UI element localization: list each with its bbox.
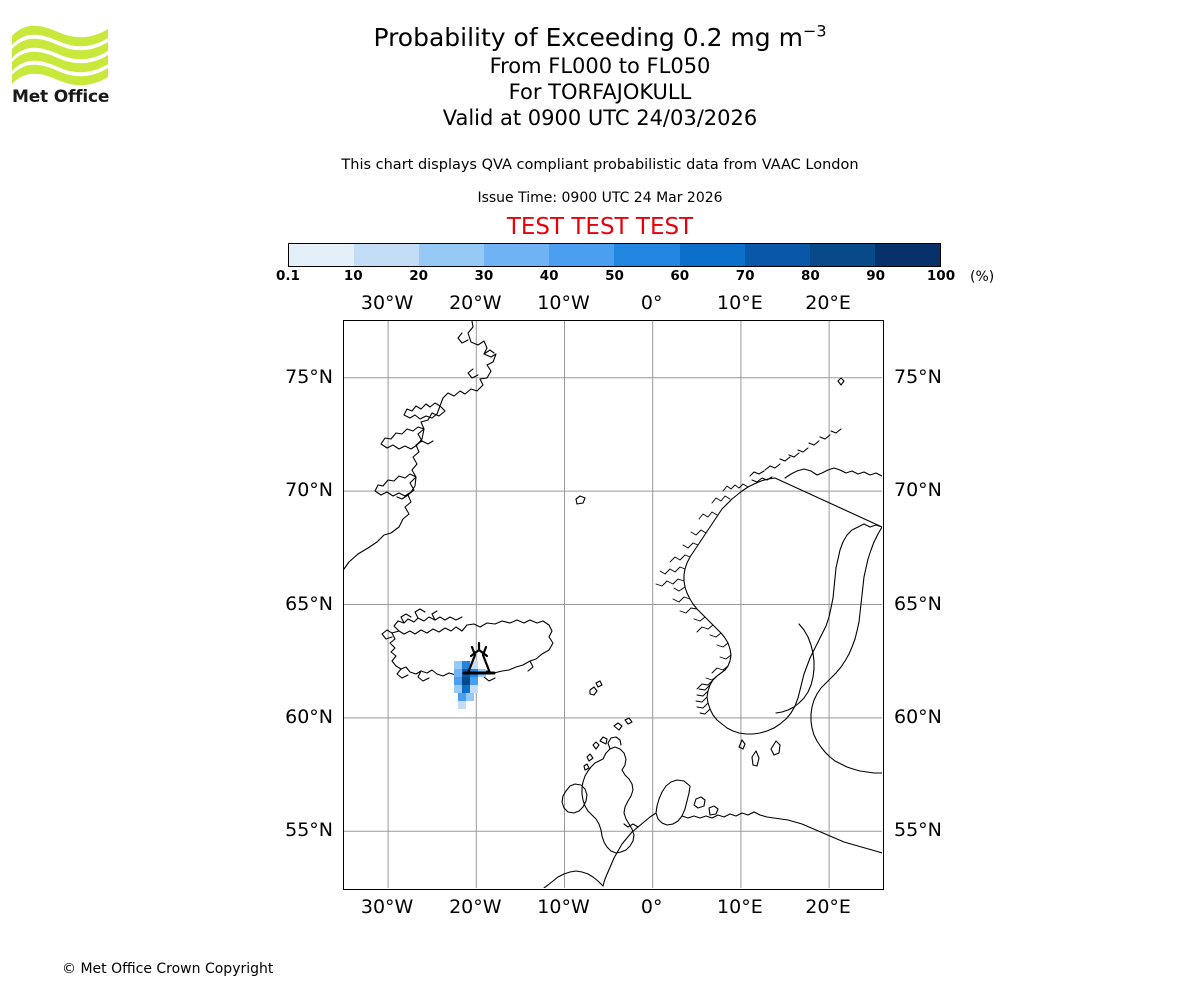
chart-title-block: Probability of Exceeding 0.2 mg m−3 From… bbox=[0, 22, 1200, 131]
lon-label-bottom-10w: 10°W bbox=[537, 896, 590, 918]
lat-label-right-70n: 70°N bbox=[894, 479, 942, 502]
lon-label-top-0: 0° bbox=[640, 292, 663, 314]
colorbar-segment-3 bbox=[484, 244, 550, 266]
colorbar-tick-100: 100 bbox=[926, 268, 956, 284]
lon-label-top-30w: 30°W bbox=[360, 292, 414, 314]
lat-label-right-65n: 65°N bbox=[894, 592, 942, 615]
note-test-banner: TEST TEST TEST bbox=[506, 214, 694, 240]
map-canvas bbox=[344, 321, 882, 888]
colorbar-tick-30: 30 bbox=[474, 268, 494, 284]
colorbar-tick-0.1: 0.1 bbox=[276, 268, 300, 284]
colorbar-tick-80: 80 bbox=[800, 268, 820, 284]
colorbar-tick-60: 60 bbox=[670, 268, 690, 284]
colorbar-segment-9 bbox=[874, 244, 940, 266]
lat-label-left-75n: 75°N bbox=[285, 365, 333, 388]
colorbar-tick-10: 10 bbox=[343, 268, 363, 284]
lat-label-left-55n: 55°N bbox=[285, 819, 333, 842]
map-coastlines bbox=[344, 321, 882, 888]
colorbar-segment-1 bbox=[354, 244, 420, 266]
colorbar-gradient-strip bbox=[288, 243, 941, 267]
lon-label-bottom-20e: 20°E bbox=[805, 896, 851, 918]
lat-label-right-60n: 60°N bbox=[894, 705, 942, 728]
page-title-exponent: −3 bbox=[802, 21, 827, 41]
lat-label-right-55n: 55°N bbox=[894, 819, 942, 842]
map-gridlines bbox=[344, 321, 882, 888]
lon-label-top-10e: 10°E bbox=[717, 292, 763, 314]
colorbar-tick-70: 70 bbox=[735, 268, 755, 284]
map-frame bbox=[343, 320, 884, 890]
colorbar-tick-90: 90 bbox=[866, 268, 886, 284]
lat-label-right-75n: 75°N bbox=[894, 365, 942, 388]
page-title-text: Probability of Exceeding 0.2 mg m bbox=[373, 23, 803, 52]
note-issue-time: Issue Time: 0900 UTC 24 Mar 2026 bbox=[477, 190, 723, 206]
colorbar-segment-7 bbox=[744, 244, 810, 266]
met-office-logo-text: Met Office bbox=[12, 87, 110, 107]
copyright-notice: © Met Office Crown Copyright bbox=[62, 961, 274, 977]
colorbar-unit-label: (%) bbox=[970, 269, 995, 285]
colorbar-segment-0 bbox=[289, 244, 355, 266]
colorbar-segment-5 bbox=[614, 244, 680, 266]
note-qva-compliance: This chart displays QVA compliant probab… bbox=[341, 157, 859, 173]
lon-label-bottom-20w: 20°W bbox=[449, 896, 502, 918]
lon-label-top-10w: 10°W bbox=[537, 292, 590, 314]
probability-colorbar: 0.1 10 20 30 40 50 60 70 80 90 100 bbox=[276, 243, 955, 284]
map-plot-area: 75°N 70°N 65°N 60°N 55°N 75°N 70°N 65°N … bbox=[285, 292, 942, 918]
lon-label-bottom-0: 0° bbox=[640, 896, 663, 918]
colorbar-segment-4 bbox=[549, 244, 615, 266]
lon-label-top-20e: 20°E bbox=[805, 292, 851, 314]
lon-label-bottom-30w: 30°W bbox=[360, 896, 414, 918]
lat-label-left-65n: 65°N bbox=[285, 592, 333, 615]
met-office-logo: Met Office bbox=[12, 24, 122, 114]
subtitle-flight-levels: From FL000 to FL050 bbox=[489, 54, 711, 78]
lon-label-top-20w: 20°W bbox=[449, 292, 502, 314]
colorbar-segment-8 bbox=[809, 244, 875, 266]
colorbar-tick-labels: 0.1 10 20 30 40 50 60 70 80 90 100 bbox=[276, 268, 955, 284]
lat-label-left-60n: 60°N bbox=[285, 705, 333, 728]
colorbar-tick-50: 50 bbox=[605, 268, 624, 284]
colorbar-segment-6 bbox=[679, 244, 745, 266]
lon-label-bottom-10e: 10°E bbox=[717, 896, 763, 918]
colorbar-tick-20: 20 bbox=[409, 268, 428, 284]
lat-label-left-70n: 70°N bbox=[285, 479, 333, 502]
subtitle-valid-time: Valid at 0900 UTC 24/03/2026 bbox=[442, 106, 758, 130]
page-title: Probability of Exceeding 0.2 mg m−3 bbox=[0, 22, 1200, 53]
subtitle-volcano: For TORFAJOKULL bbox=[508, 80, 692, 104]
met-office-wave-logo-icon bbox=[12, 25, 108, 86]
volcano-icon bbox=[462, 641, 496, 675]
colorbar-segment-2 bbox=[419, 244, 485, 266]
colorbar-tick-40: 40 bbox=[539, 268, 559, 284]
